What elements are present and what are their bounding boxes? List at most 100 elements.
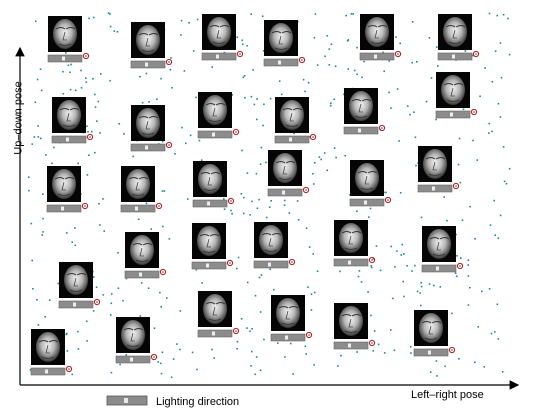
embedding-point bbox=[213, 357, 215, 359]
embedding-point bbox=[251, 351, 253, 353]
embedding-point bbox=[410, 352, 412, 354]
embedding-point bbox=[356, 351, 358, 353]
embedding-point bbox=[339, 271, 341, 273]
embedding-point bbox=[330, 103, 332, 105]
embedding-point bbox=[429, 37, 431, 39]
x-axis-label: Left–right pose bbox=[411, 389, 484, 401]
embedding-point bbox=[456, 276, 458, 278]
embedding-point bbox=[188, 22, 190, 24]
embedding-point bbox=[247, 282, 249, 284]
embedding-point bbox=[468, 304, 470, 306]
embedding-point bbox=[162, 226, 164, 228]
embedding-point bbox=[118, 287, 120, 289]
face-thumbnail bbox=[131, 105, 172, 151]
embedding-point bbox=[376, 245, 378, 247]
embedding-point bbox=[311, 309, 313, 311]
embedding-point bbox=[111, 303, 113, 305]
face-thumbnail bbox=[271, 295, 312, 341]
face-thumbnail bbox=[436, 72, 477, 118]
embedding-point bbox=[86, 81, 88, 83]
embedding-point bbox=[114, 30, 116, 32]
embedding-point bbox=[123, 133, 125, 135]
embedding-point bbox=[311, 293, 313, 295]
face-thumbnail bbox=[350, 160, 391, 206]
embedding-point bbox=[161, 373, 163, 375]
embedding-point bbox=[231, 213, 233, 215]
embedding-point bbox=[484, 67, 486, 69]
embedding-point bbox=[196, 369, 198, 371]
embedding-point bbox=[406, 265, 408, 267]
embedding-point bbox=[190, 135, 192, 137]
embedding-point bbox=[327, 35, 329, 37]
face-images bbox=[31, 14, 479, 375]
embedding-point bbox=[31, 223, 33, 225]
embedding-point bbox=[118, 123, 120, 125]
embedding-point bbox=[462, 220, 464, 222]
embedding-point bbox=[230, 210, 232, 212]
embedding-point bbox=[80, 70, 82, 72]
embedding-point bbox=[86, 125, 88, 127]
embedding-point bbox=[31, 260, 33, 262]
embedding-point bbox=[258, 199, 260, 201]
embedding-point bbox=[460, 182, 462, 184]
face-thumbnail bbox=[192, 223, 233, 269]
face-thumbnail bbox=[131, 22, 172, 68]
embedding-point bbox=[156, 98, 158, 100]
embedding-point bbox=[37, 79, 39, 81]
embedding-point bbox=[250, 365, 252, 367]
embedding-point bbox=[65, 52, 67, 54]
embedding-point bbox=[420, 305, 422, 307]
embedding-point bbox=[237, 37, 239, 39]
embedding-point bbox=[314, 37, 316, 39]
embedding-point bbox=[496, 15, 498, 17]
embedding-point bbox=[187, 198, 189, 200]
embedding-point bbox=[507, 18, 509, 20]
embedding-point bbox=[378, 344, 380, 346]
embedding-point bbox=[313, 364, 315, 366]
embedding-point bbox=[109, 80, 111, 82]
embedding-point bbox=[400, 254, 402, 256]
embedding-point bbox=[119, 364, 121, 366]
embedding-point bbox=[42, 231, 44, 233]
embedding-point bbox=[333, 99, 335, 101]
embedding-point bbox=[469, 287, 471, 289]
embedding-point bbox=[456, 255, 458, 257]
face-thumbnail bbox=[360, 14, 401, 60]
embedding-point bbox=[345, 15, 347, 17]
embedding-point bbox=[241, 193, 243, 195]
embedding-point bbox=[164, 190, 166, 192]
embedding-point bbox=[455, 272, 457, 274]
embedding-point bbox=[395, 36, 397, 38]
embedding-point bbox=[493, 200, 495, 202]
face-thumbnail bbox=[268, 150, 309, 196]
embedding-point bbox=[277, 342, 279, 344]
embedding-point bbox=[498, 237, 500, 239]
embedding-point bbox=[241, 150, 243, 152]
embedding-point bbox=[28, 176, 30, 178]
face-thumbnail bbox=[254, 222, 295, 268]
embedding-point bbox=[491, 333, 493, 335]
embedding-point bbox=[412, 21, 414, 23]
embedding-point bbox=[40, 68, 42, 70]
embedding-point bbox=[335, 157, 337, 159]
embedding-point bbox=[460, 257, 462, 259]
embedding-point bbox=[458, 164, 460, 166]
face-thumbnail bbox=[31, 329, 72, 375]
embedding-point bbox=[491, 131, 493, 133]
embedding-point bbox=[75, 245, 77, 247]
embedding-point bbox=[498, 338, 500, 340]
embedding-point bbox=[70, 89, 72, 91]
embedding-point bbox=[388, 92, 390, 94]
embedding-point bbox=[358, 276, 360, 278]
embedding-point bbox=[63, 93, 65, 95]
embedding-point bbox=[53, 147, 55, 149]
embedding-point bbox=[467, 264, 469, 266]
embedding-point bbox=[224, 208, 226, 210]
embedding-point bbox=[270, 200, 272, 202]
embedding-point bbox=[103, 230, 105, 232]
embedding-point bbox=[500, 42, 502, 44]
embedding-point bbox=[160, 78, 162, 80]
embedding-point bbox=[304, 91, 306, 93]
embedding-point bbox=[413, 111, 415, 113]
